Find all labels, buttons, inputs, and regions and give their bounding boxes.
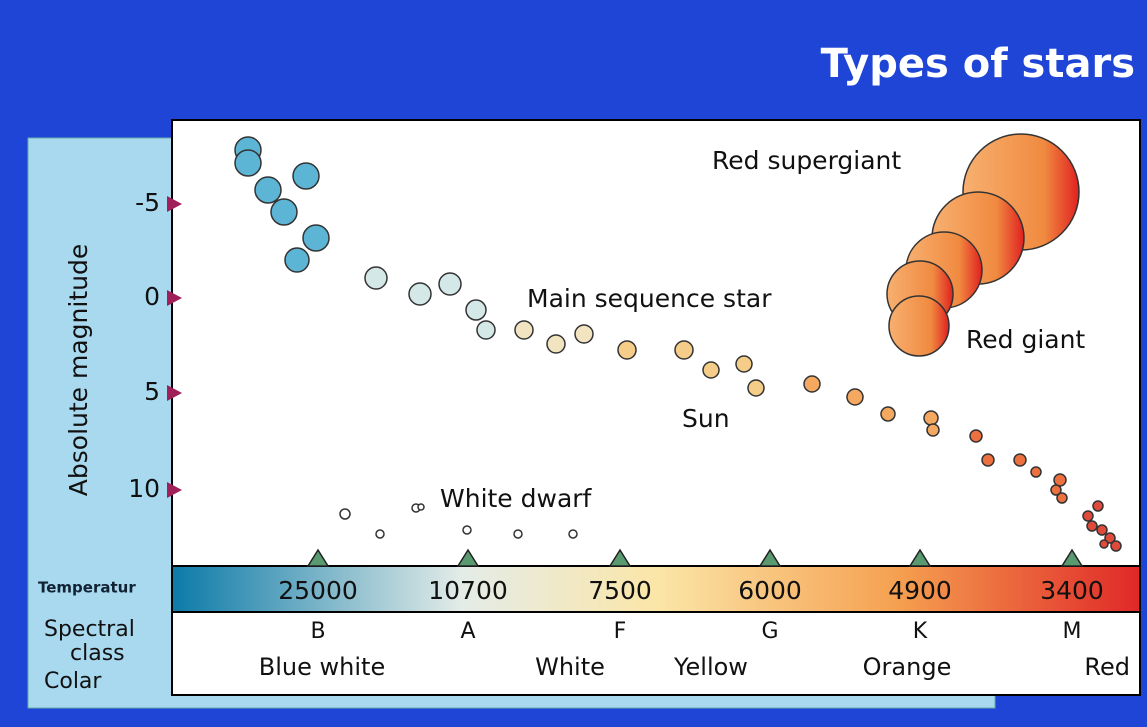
- diagram: Types of stars Absolute magnitude -5 0 5…: [0, 0, 1147, 723]
- title: Types of stars: [821, 41, 1135, 87]
- spectral-class: G: [761, 619, 778, 644]
- temperature: 10700: [428, 576, 508, 605]
- y-tick-label: -5: [135, 188, 160, 217]
- temperature-label: Temperatur: [38, 579, 136, 597]
- color-name: White: [535, 653, 605, 681]
- color-name: Red: [1084, 653, 1130, 681]
- annotation: Sun: [682, 404, 730, 433]
- spectral-class: A: [460, 619, 475, 644]
- color-label: Colar: [44, 669, 102, 694]
- temperature: 25000: [278, 576, 358, 605]
- annotation: Main sequence star: [527, 284, 772, 313]
- y-tick-label: 10: [128, 474, 160, 503]
- spectral-class: K: [913, 619, 928, 644]
- spectral-label: class: [70, 641, 125, 666]
- color-name: Yellow: [673, 653, 748, 681]
- y-tick-label: 0: [144, 282, 160, 311]
- y-axis-label: Absolute magnitude: [64, 244, 93, 496]
- annotation: Red giant: [966, 325, 1085, 354]
- spectral-label: Spectral: [44, 617, 135, 642]
- temperature: 6000: [738, 576, 802, 605]
- annotation: Red supergiant: [712, 146, 901, 175]
- annotation: White dwarf: [440, 484, 593, 513]
- temperature: 4900: [888, 576, 952, 605]
- spectral-class: M: [1063, 619, 1082, 644]
- spectral-class: F: [614, 619, 627, 644]
- temperature: 7500: [588, 576, 652, 605]
- spectral-class: B: [310, 619, 325, 644]
- color-name: Blue white: [259, 653, 385, 681]
- page: Types of stars Absolute magnitude -5 0 5…: [0, 0, 1147, 723]
- temperature: 3400: [1040, 576, 1104, 605]
- y-tick-label: 5: [144, 377, 160, 406]
- color-name: Orange: [863, 653, 952, 681]
